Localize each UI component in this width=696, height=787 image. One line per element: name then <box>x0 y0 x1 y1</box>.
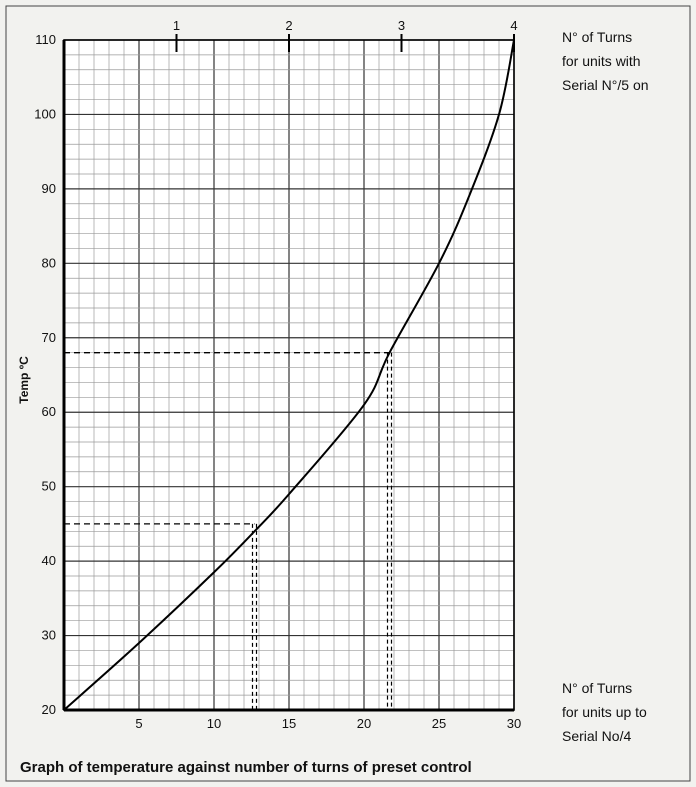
y-tick-label: 50 <box>42 479 56 494</box>
top-axis-label-line-1: N° of Turns <box>562 29 632 45</box>
y-tick-label: 60 <box>42 404 56 419</box>
temperature-curve <box>63 39 515 711</box>
x-bottom-tick-label: 5 <box>135 716 142 731</box>
y-tick-label: 90 <box>42 181 56 196</box>
y-tick-label: 110 <box>35 32 56 47</box>
y-axis-label: Temp ºC <box>17 356 31 404</box>
y-tick-label: 100 <box>34 106 56 121</box>
y-tick-label: 70 <box>42 330 56 345</box>
bottom-axis-label-line-1: N° of Turns <box>562 680 632 696</box>
y-tick-label: 40 <box>42 553 56 568</box>
y-tick-label: 30 <box>42 628 56 643</box>
top-axis-label-line-3: Serial N°/5 on <box>562 77 649 93</box>
x-bottom-tick-label: 15 <box>282 716 296 731</box>
x-bottom-tick-label: 25 <box>432 716 446 731</box>
bottom-axis-label-line-3: Serial No/4 <box>562 728 631 744</box>
top-axis-label-line-2: for units with <box>562 53 641 69</box>
y-tick-label: 80 <box>42 255 56 270</box>
x-top-tick-labels: 1 2 3 4 <box>173 18 518 52</box>
chart-title: Graph of temperature against number of t… <box>20 759 472 776</box>
x-bottom-tick-label: 20 <box>357 716 371 731</box>
x-bottom-tick-labels: 5 10 15 20 25 30 <box>135 716 521 731</box>
bottom-axis-label-line-2: for units up to <box>562 704 647 720</box>
x-top-tick-label: 4 <box>510 18 517 33</box>
outer-frame <box>5 5 691 782</box>
y-tick-labels: 20 30 40 50 60 70 80 90 100 110 <box>34 32 56 717</box>
x-bottom-tick-label: 10 <box>207 716 221 731</box>
x-top-tick-label: 2 <box>285 18 292 33</box>
y-tick-label: 20 <box>42 702 56 717</box>
x-bottom-tick-label: 30 <box>507 716 521 731</box>
x-top-tick-label: 3 <box>398 18 405 33</box>
reference-lines <box>64 352 393 710</box>
x-top-tick-label: 1 <box>173 18 180 33</box>
